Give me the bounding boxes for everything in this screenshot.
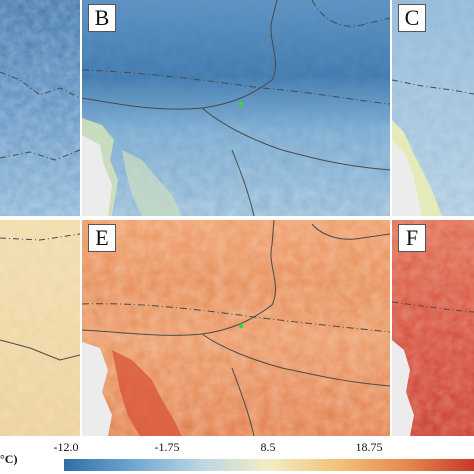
colorbar-tick-label: -1.75 <box>154 440 180 454</box>
coastal-strip <box>112 350 182 436</box>
panel-a-map <box>0 0 80 216</box>
border-line <box>0 233 80 241</box>
panel-e-map: E <box>82 220 390 436</box>
sea-area <box>392 340 414 436</box>
panel-a-raster <box>0 0 80 216</box>
sea-area <box>82 342 112 436</box>
colorbar-unit-label: °C) <box>0 452 18 466</box>
coastal-strip <box>122 150 182 216</box>
sea-area <box>392 140 422 216</box>
panel-f-map: F <box>392 220 474 436</box>
border-line <box>82 69 390 105</box>
border-line <box>392 79 474 95</box>
colorbar-tick-label: -12.0 <box>53 440 79 454</box>
border-line <box>201 107 390 171</box>
border-line <box>201 333 390 387</box>
border-line <box>82 0 278 110</box>
sea-area <box>82 135 112 216</box>
border-line <box>231 149 255 216</box>
panel-label-c: C <box>398 4 426 32</box>
panel-b-map: B <box>82 0 390 216</box>
temperature-colorbar <box>64 459 474 471</box>
panel-label-b: B <box>88 4 116 32</box>
border-line <box>0 71 80 99</box>
colorbar-tick-label: 8.5 <box>260 440 276 454</box>
border-line <box>311 223 390 240</box>
panel-label-e: E <box>88 224 116 252</box>
panel-label-f: F <box>398 224 426 252</box>
border-line <box>231 367 255 436</box>
border-line <box>0 339 80 361</box>
colorbar-ticks: -12.0 -1.75 8.5 18.75 <box>0 440 474 456</box>
border-line <box>392 301 474 313</box>
site-marker <box>238 101 244 107</box>
site-marker <box>238 323 244 329</box>
panel-c-raster <box>392 0 474 216</box>
border-line <box>82 303 390 333</box>
border-line <box>311 0 390 27</box>
panel-e-raster <box>82 220 390 436</box>
border-line <box>82 220 276 336</box>
panel-b-raster <box>82 0 390 216</box>
colorbar-tick-label: 18.75 <box>355 440 383 454</box>
panel-c-map: C <box>392 0 474 216</box>
panel-f-raster <box>392 220 474 436</box>
panel-d-map <box>0 220 80 436</box>
border-line <box>0 149 80 161</box>
panel-d-raster <box>0 220 80 436</box>
